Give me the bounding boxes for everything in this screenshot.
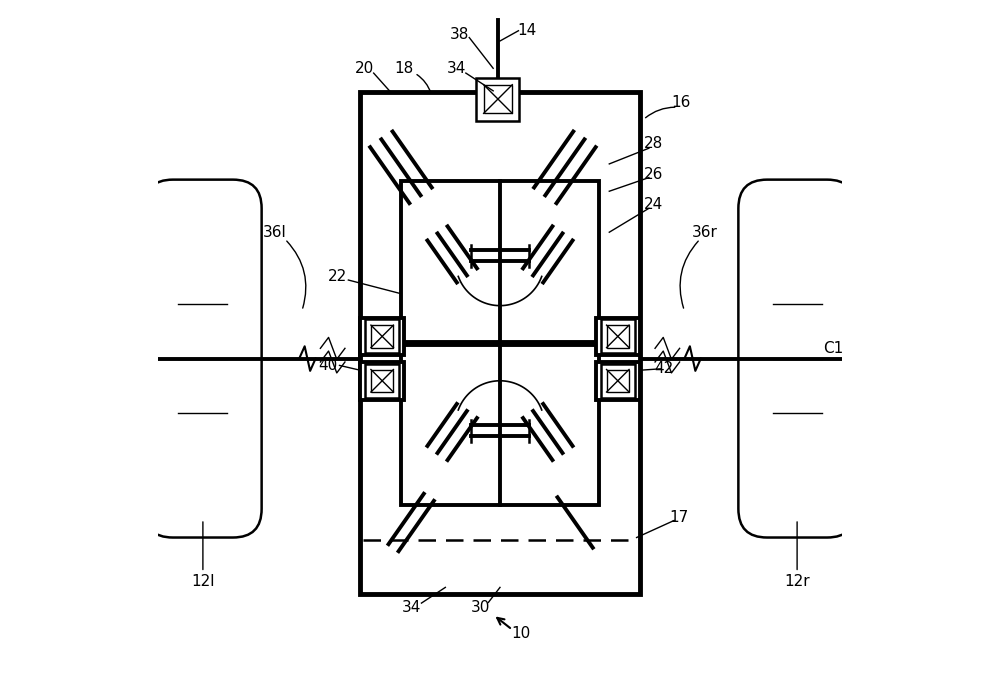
- Bar: [607, 370, 629, 392]
- Text: 40: 40: [318, 358, 338, 373]
- Bar: [596, 318, 640, 355]
- FancyBboxPatch shape: [738, 180, 856, 538]
- Bar: [365, 320, 399, 353]
- FancyBboxPatch shape: [144, 180, 262, 538]
- Bar: [596, 362, 640, 400]
- Bar: [607, 325, 629, 348]
- Bar: [484, 85, 512, 113]
- Text: 32r: 32r: [590, 457, 615, 472]
- Text: 22: 22: [328, 269, 347, 284]
- Bar: [601, 364, 635, 398]
- Bar: [476, 77, 519, 120]
- Text: 32l: 32l: [377, 457, 400, 472]
- Text: 16: 16: [671, 95, 691, 110]
- Text: 17: 17: [669, 510, 689, 525]
- Text: 20: 20: [355, 61, 374, 76]
- Text: 10: 10: [511, 626, 530, 641]
- Bar: [360, 362, 404, 400]
- Text: C1: C1: [823, 341, 843, 356]
- Text: 42: 42: [654, 361, 674, 376]
- Text: 26: 26: [644, 167, 663, 182]
- Bar: [401, 345, 599, 505]
- Text: 14: 14: [518, 23, 537, 38]
- Bar: [360, 318, 404, 355]
- Text: 12r: 12r: [784, 574, 810, 589]
- Text: 30: 30: [471, 600, 491, 615]
- Text: 34: 34: [402, 600, 421, 615]
- Bar: [601, 320, 635, 353]
- Text: 28: 28: [644, 136, 663, 151]
- Bar: [365, 364, 399, 398]
- Bar: [371, 325, 393, 348]
- Bar: [360, 92, 640, 594]
- Text: 36r: 36r: [692, 225, 718, 240]
- Text: 12l: 12l: [191, 574, 215, 589]
- Text: 24: 24: [644, 197, 663, 212]
- Bar: [401, 181, 599, 342]
- Text: 36l: 36l: [263, 225, 286, 240]
- Bar: [371, 370, 393, 392]
- Text: 34: 34: [447, 61, 466, 76]
- Text: 38: 38: [449, 27, 469, 42]
- Text: 18: 18: [395, 61, 414, 76]
